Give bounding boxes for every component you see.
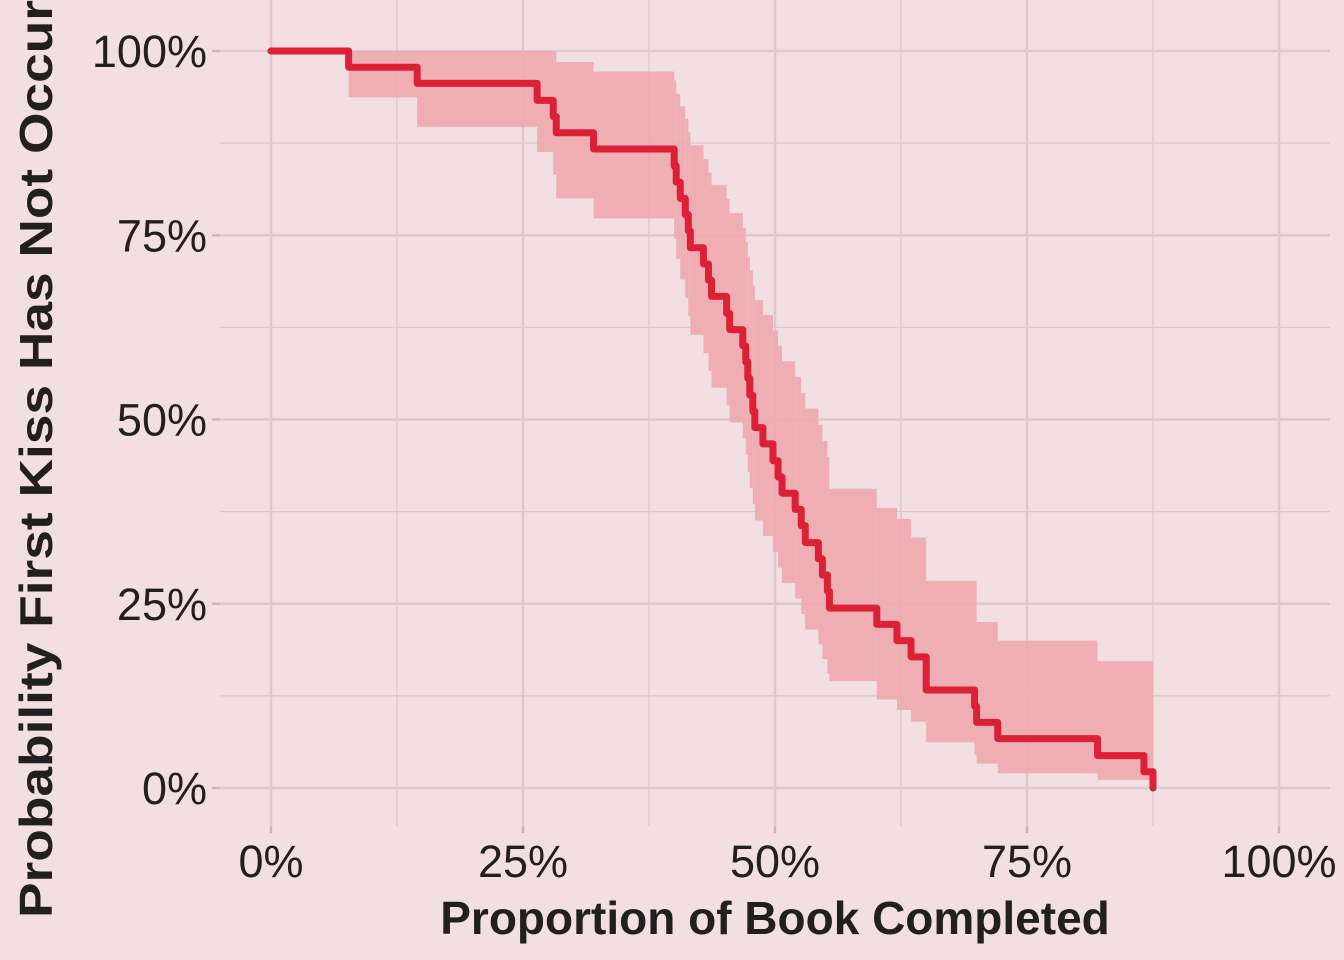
y-tick-label: 75% [117, 210, 207, 261]
survival-step-line [267, 47, 1157, 792]
confidence-band-segment [729, 213, 743, 423]
confidence-band-segment [1143, 661, 1153, 780]
confidence-band-segment [762, 314, 773, 536]
y-tick-label: 50% [117, 395, 207, 446]
confidence-band-segment [772, 330, 779, 553]
x-tick-label: 50% [730, 836, 820, 887]
confidence-band-segment [348, 51, 418, 98]
x-tick-label: 0% [238, 836, 303, 887]
confidence-band-segment [417, 51, 538, 127]
x-tick-labels: 0% 25% 50% 75% 100% [238, 836, 1336, 887]
confidence-band-segment [690, 145, 704, 335]
axis-ticks [212, 49, 1281, 833]
x-tick-label: 25% [478, 836, 568, 887]
confidence-band-segment [805, 408, 819, 630]
confidence-band-segment [782, 361, 796, 584]
y-tick-labels: 0% 25% 50% 75% 100% [92, 26, 207, 814]
x-axis-title: Proportion of Book Completed [440, 892, 1110, 944]
confidence-band-segment [795, 376, 802, 599]
confidence-band-segment [896, 518, 912, 710]
confidence-band-segment [974, 580, 977, 755]
y-axis-title: Probability First Kiss Has Not Occur [10, 0, 62, 918]
confidence-band-segment [876, 507, 897, 700]
confidence-band-segment [997, 640, 1098, 774]
confidence-band-segment [778, 345, 783, 568]
confidence-band-segment [711, 185, 727, 388]
confidence-band-segment [926, 580, 975, 743]
confidence-band-segment [976, 622, 998, 764]
confidence-band-segment [829, 488, 877, 682]
confidence-band-segment [801, 392, 806, 615]
confidence-band-segment [827, 457, 830, 674]
y-tick-label: 25% [117, 579, 207, 630]
x-tick-label: 75% [982, 836, 1072, 887]
confidence-band-segment [911, 537, 927, 722]
x-tick-label: 100% [1221, 836, 1336, 887]
confidence-band-segment [1097, 661, 1144, 780]
y-tick-label: 0% [142, 763, 207, 814]
y-tick-label: 100% [92, 26, 207, 77]
confidence-band-segment [818, 424, 823, 645]
confidence-band-segment [822, 440, 828, 660]
confidence-band-segment [593, 71, 675, 219]
confidence-band-segment [754, 300, 763, 521]
